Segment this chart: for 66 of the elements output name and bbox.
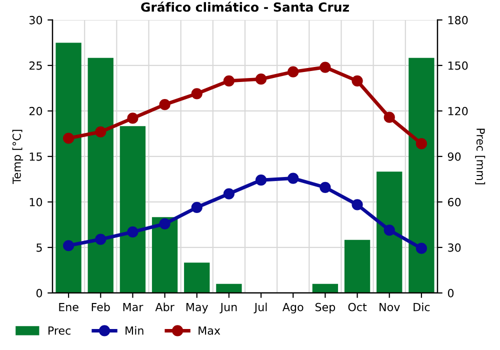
point (62, 132, 74, 144)
point (191, 202, 202, 213)
point (223, 188, 235, 200)
y2-tick-label: 90 (448, 152, 461, 161)
x-tick-label: Jul (254, 302, 267, 314)
y2-tick-label: 0 (448, 288, 454, 298)
x-tick-label: Oct (348, 302, 367, 312)
y-tick-label: 5 (36, 244, 42, 252)
y2-tick-label: 180 (448, 16, 468, 24)
y2-tick-label: 60 (448, 198, 461, 206)
point (384, 224, 395, 236)
x-tick-label: May (186, 303, 208, 314)
y2-axis-title: Prec [mm] (475, 128, 486, 184)
bar (312, 284, 338, 293)
legend-label: Max (198, 326, 220, 335)
chart-title: Gráfico climático - Santa Cruz (141, 2, 349, 12)
point (255, 174, 267, 186)
bar (184, 262, 210, 293)
y-tick-label: 30 (29, 16, 42, 24)
bar (152, 217, 178, 293)
x-tick-label: Jun (220, 303, 237, 314)
point (95, 126, 106, 138)
point (352, 199, 363, 210)
y-tick-label: 0 (36, 288, 42, 298)
x-tick-label: Dic (414, 302, 430, 312)
point (159, 218, 170, 230)
point (191, 88, 202, 100)
y2-tick-label: 30 (448, 243, 461, 252)
y-tick-label: 10 (30, 198, 42, 206)
x-tick-label: Nov (380, 303, 400, 312)
point (159, 99, 170, 110)
point (255, 74, 267, 85)
point (95, 234, 106, 245)
x-tick-label: Sep (315, 302, 336, 314)
legend-label: Min (126, 326, 144, 335)
point (62, 240, 74, 252)
y2-tick-label: 150 (448, 61, 468, 70)
x-tick-label: Feb (92, 302, 110, 312)
bar (56, 42, 82, 293)
y-tick-label: 15 (30, 152, 42, 161)
y-axis-title: Temp [°C] (12, 130, 24, 184)
bar (216, 284, 242, 293)
y-tick-label: 25 (29, 61, 42, 70)
point (320, 182, 331, 193)
bar (120, 126, 146, 293)
point (127, 226, 138, 238)
point (320, 62, 331, 73)
point (384, 112, 395, 123)
x-tick-label: Ene (59, 303, 78, 312)
point (288, 66, 299, 78)
x-tick-label: Ago (282, 303, 304, 314)
point (416, 138, 428, 150)
point (223, 75, 235, 86)
bar (376, 172, 402, 293)
point (352, 75, 363, 86)
bar (88, 58, 114, 293)
y2-tick-label: 120 (448, 106, 468, 116)
x-tick-label: Mar (123, 303, 144, 312)
bar (344, 240, 370, 293)
point (127, 112, 138, 124)
point (416, 242, 428, 254)
x-tick-label: Abr (155, 302, 174, 312)
y-tick-label: 20 (29, 106, 42, 116)
legend-label: Prec (48, 326, 70, 335)
point (288, 172, 299, 184)
bar (408, 58, 434, 293)
